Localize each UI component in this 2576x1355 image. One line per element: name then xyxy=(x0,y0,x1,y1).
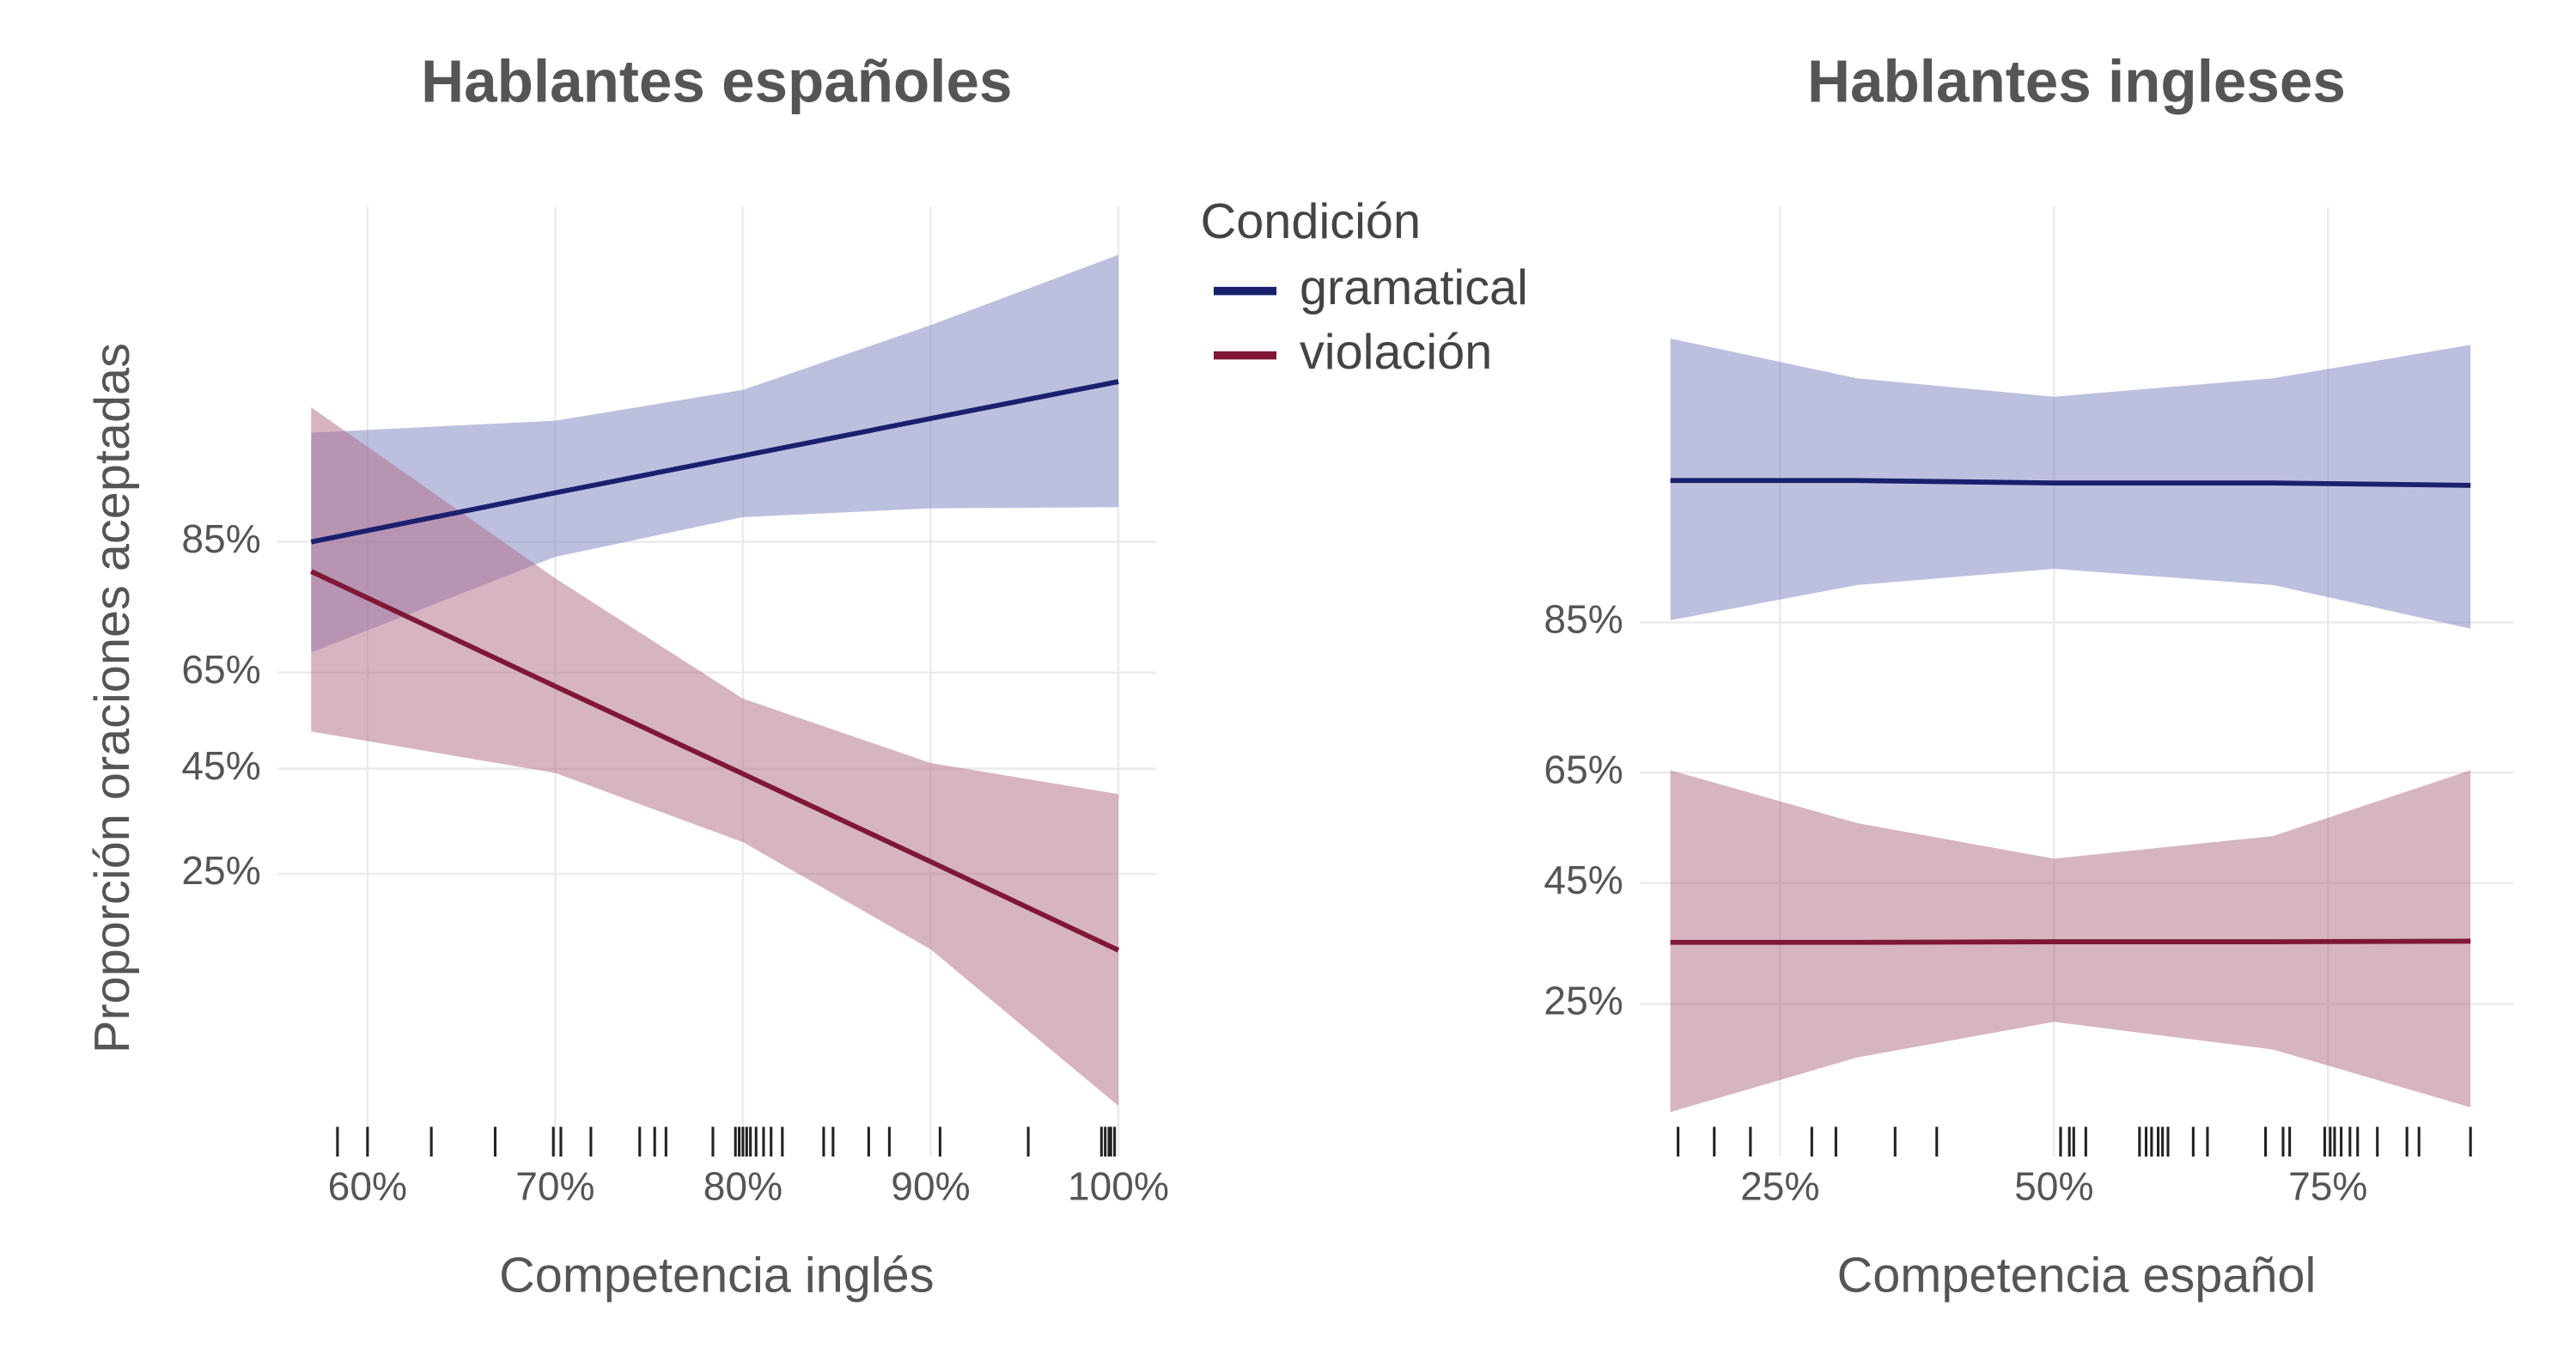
y-tick-label: 85% xyxy=(1544,597,1623,642)
y-tick-label: 25% xyxy=(1544,979,1623,1023)
legend-label: violación xyxy=(1300,325,1492,380)
legend-label: gramatical xyxy=(1300,260,1528,315)
x-axis-title: Competencia español xyxy=(1837,1248,2317,1303)
x-tick-label: 100% xyxy=(1068,1164,1169,1209)
chart-title: Hablantes españoles xyxy=(421,48,1012,115)
y-tick-label: 65% xyxy=(181,647,260,692)
x-axis-title: Competencia inglés xyxy=(499,1248,934,1303)
x-tick-label: 70% xyxy=(515,1164,594,1209)
y-axis-title: Proporción oraciones aceptadas xyxy=(85,343,140,1053)
y-tick-label: 85% xyxy=(181,516,260,561)
x-tick-label: 60% xyxy=(328,1164,407,1209)
y-tick-label: 45% xyxy=(1544,858,1623,902)
y-tick-label: 25% xyxy=(181,848,260,893)
confidence-band xyxy=(311,407,1118,1107)
y-tick-label: 45% xyxy=(181,743,260,788)
chart-title: Hablantes ingleses xyxy=(1807,48,2346,115)
line xyxy=(1670,938,2471,945)
x-tick-label: 50% xyxy=(2014,1164,2093,1209)
x-tick-label: 25% xyxy=(1740,1164,1819,1209)
legend-title: Condición xyxy=(1201,194,1421,249)
x-tick-label: 90% xyxy=(891,1164,970,1209)
line xyxy=(1670,478,2471,488)
x-tick-label: 80% xyxy=(703,1164,783,1209)
line xyxy=(310,379,1119,545)
line xyxy=(310,569,1120,953)
y-tick-label: 65% xyxy=(1544,747,1623,791)
x-tick-label: 75% xyxy=(2288,1164,2367,1209)
